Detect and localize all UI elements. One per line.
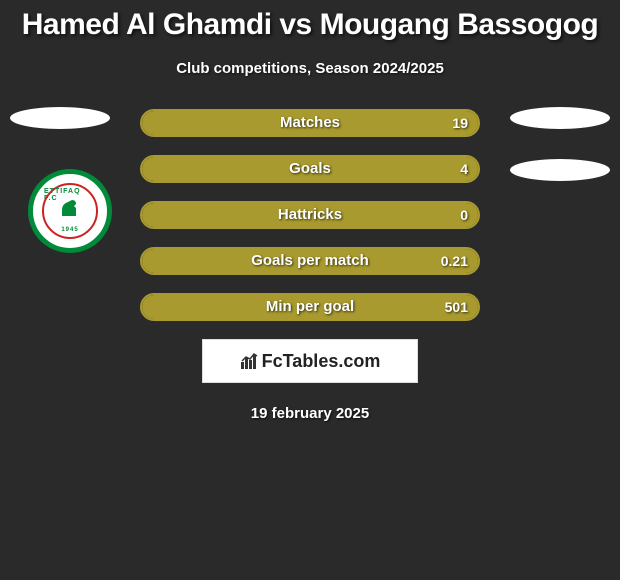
stat-label: Min per goal (142, 295, 478, 319)
stat-row: Matches 19 (140, 109, 480, 137)
logo-text: FcTables.com (240, 351, 381, 372)
date-text: 19 february 2025 (0, 405, 620, 422)
stat-label: Goals per match (142, 249, 478, 273)
fctables-logo: FcTables.com (202, 339, 418, 383)
stat-label: Matches (142, 111, 478, 135)
stat-value: 501 (445, 295, 468, 319)
stat-value: 0.21 (441, 249, 468, 273)
stat-row: Hattricks 0 (140, 201, 480, 229)
logo-label: FcTables.com (262, 351, 381, 372)
badge-top-text: ETTIFAQ F.C (44, 188, 96, 202)
comparison-panel: ETTIFAQ F.C 1945 Matches 19 Goals 4 Hatt… (0, 109, 620, 422)
stat-value: 4 (460, 157, 468, 181)
stat-bars: Matches 19 Goals 4 Hattricks 0 Goals per… (140, 109, 480, 321)
club-badge: ETTIFAQ F.C 1945 (28, 169, 112, 253)
stat-label: Goals (142, 157, 478, 181)
bars-icon (240, 352, 260, 370)
subtitle: Club competitions, Season 2024/2025 (0, 60, 620, 77)
stat-row: Goals per match 0.21 (140, 247, 480, 275)
stat-value: 19 (452, 111, 468, 135)
club-badge-inner: ETTIFAQ F.C 1945 (42, 183, 98, 239)
stat-row: Min per goal 501 (140, 293, 480, 321)
stat-label: Hattricks (142, 203, 478, 227)
stat-row: Goals 4 (140, 155, 480, 183)
player-right-avatar-placeholder-2 (510, 159, 610, 181)
page-title: Hamed Al Ghamdi vs Mougang Bassogog (0, 0, 620, 42)
stat-value: 0 (460, 203, 468, 227)
player-right-avatar-placeholder-1 (510, 107, 610, 129)
badge-year: 1945 (61, 227, 78, 233)
player-left-avatar-placeholder (10, 107, 110, 129)
